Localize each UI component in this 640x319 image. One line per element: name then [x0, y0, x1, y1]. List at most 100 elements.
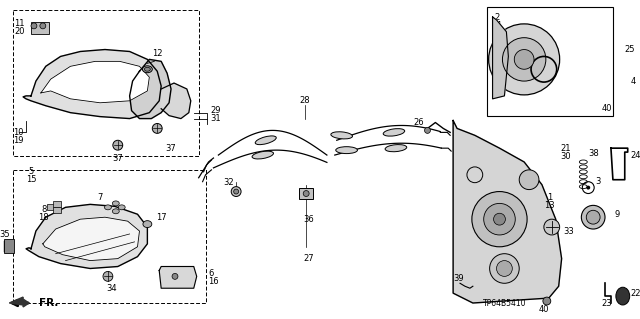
Text: 25: 25 — [625, 45, 636, 54]
Text: 18: 18 — [38, 213, 49, 222]
Polygon shape — [23, 49, 161, 119]
Ellipse shape — [255, 136, 276, 145]
Ellipse shape — [336, 147, 358, 153]
Circle shape — [303, 190, 309, 197]
Ellipse shape — [331, 132, 353, 139]
Circle shape — [172, 273, 178, 279]
Polygon shape — [26, 204, 147, 269]
Polygon shape — [41, 61, 149, 103]
Circle shape — [586, 186, 590, 189]
Text: 7: 7 — [97, 193, 103, 202]
Text: 2: 2 — [494, 13, 499, 22]
Text: 33: 33 — [563, 226, 574, 235]
Polygon shape — [161, 83, 191, 119]
Polygon shape — [43, 217, 140, 261]
Circle shape — [40, 23, 46, 29]
Ellipse shape — [616, 287, 630, 305]
Circle shape — [543, 297, 551, 305]
Ellipse shape — [231, 187, 241, 197]
Text: 40: 40 — [602, 104, 612, 113]
Bar — [300, 188, 313, 199]
Text: 27: 27 — [304, 254, 314, 263]
Ellipse shape — [145, 67, 150, 71]
Circle shape — [581, 205, 605, 229]
Circle shape — [31, 23, 37, 29]
Text: 6: 6 — [209, 269, 214, 278]
Circle shape — [424, 128, 431, 133]
Text: 38: 38 — [588, 149, 598, 158]
Text: 37: 37 — [113, 153, 123, 162]
Text: 13: 13 — [545, 201, 555, 210]
Text: 29: 29 — [211, 106, 221, 115]
Text: 34: 34 — [106, 284, 117, 293]
Bar — [47, 204, 54, 210]
Ellipse shape — [143, 221, 152, 227]
Text: 19: 19 — [13, 136, 24, 145]
Ellipse shape — [252, 151, 273, 159]
Circle shape — [113, 140, 123, 150]
Text: FR.: FR. — [39, 298, 58, 308]
Text: TP64B5410: TP64B5410 — [483, 299, 526, 308]
Ellipse shape — [113, 201, 119, 206]
Text: 11: 11 — [14, 19, 24, 28]
Circle shape — [493, 213, 506, 225]
Text: 8: 8 — [41, 205, 47, 214]
Text: 22: 22 — [630, 289, 640, 298]
Polygon shape — [10, 297, 29, 307]
Text: 40: 40 — [539, 305, 549, 315]
Circle shape — [544, 219, 559, 235]
Text: 14: 14 — [492, 21, 502, 30]
Polygon shape — [130, 59, 171, 119]
Text: 24: 24 — [630, 151, 640, 160]
Text: 28: 28 — [300, 96, 310, 105]
Bar — [52, 207, 61, 213]
Text: 39: 39 — [453, 274, 464, 283]
Bar — [31, 22, 49, 34]
Circle shape — [472, 191, 527, 247]
Bar — [13, 170, 205, 303]
Bar — [13, 10, 198, 156]
Ellipse shape — [104, 205, 111, 210]
Polygon shape — [493, 17, 508, 99]
Text: 15: 15 — [26, 175, 36, 184]
Circle shape — [488, 24, 559, 95]
Text: 36: 36 — [304, 215, 314, 224]
Circle shape — [152, 123, 162, 133]
Circle shape — [502, 38, 546, 81]
Text: 31: 31 — [211, 114, 221, 123]
Circle shape — [515, 49, 534, 69]
Text: 23: 23 — [602, 300, 612, 308]
Text: 3: 3 — [595, 177, 601, 186]
Circle shape — [497, 261, 512, 276]
Text: 10: 10 — [13, 128, 24, 137]
Circle shape — [519, 170, 539, 189]
Text: 21: 21 — [561, 144, 571, 153]
Text: 4: 4 — [630, 77, 636, 85]
Ellipse shape — [143, 66, 152, 73]
Circle shape — [586, 210, 600, 224]
Bar — [486, 7, 613, 115]
Bar — [4, 239, 14, 253]
Circle shape — [103, 271, 113, 281]
Text: 32: 32 — [223, 178, 234, 187]
Ellipse shape — [113, 209, 119, 214]
Text: 30: 30 — [560, 152, 571, 160]
Text: 17: 17 — [156, 213, 166, 222]
Ellipse shape — [383, 129, 404, 136]
Ellipse shape — [118, 205, 125, 210]
Text: 9: 9 — [615, 210, 620, 219]
Text: 16: 16 — [209, 277, 219, 286]
Circle shape — [484, 204, 515, 235]
Text: 1: 1 — [547, 193, 552, 202]
Bar — [52, 201, 61, 207]
Ellipse shape — [385, 145, 407, 152]
Text: 5: 5 — [28, 167, 34, 176]
Ellipse shape — [234, 189, 239, 194]
Polygon shape — [453, 121, 562, 303]
Text: 12: 12 — [152, 49, 163, 58]
Text: 35: 35 — [0, 230, 10, 240]
Text: 26: 26 — [413, 118, 424, 127]
Circle shape — [490, 254, 519, 283]
Polygon shape — [159, 266, 196, 288]
Text: 20: 20 — [14, 27, 24, 36]
